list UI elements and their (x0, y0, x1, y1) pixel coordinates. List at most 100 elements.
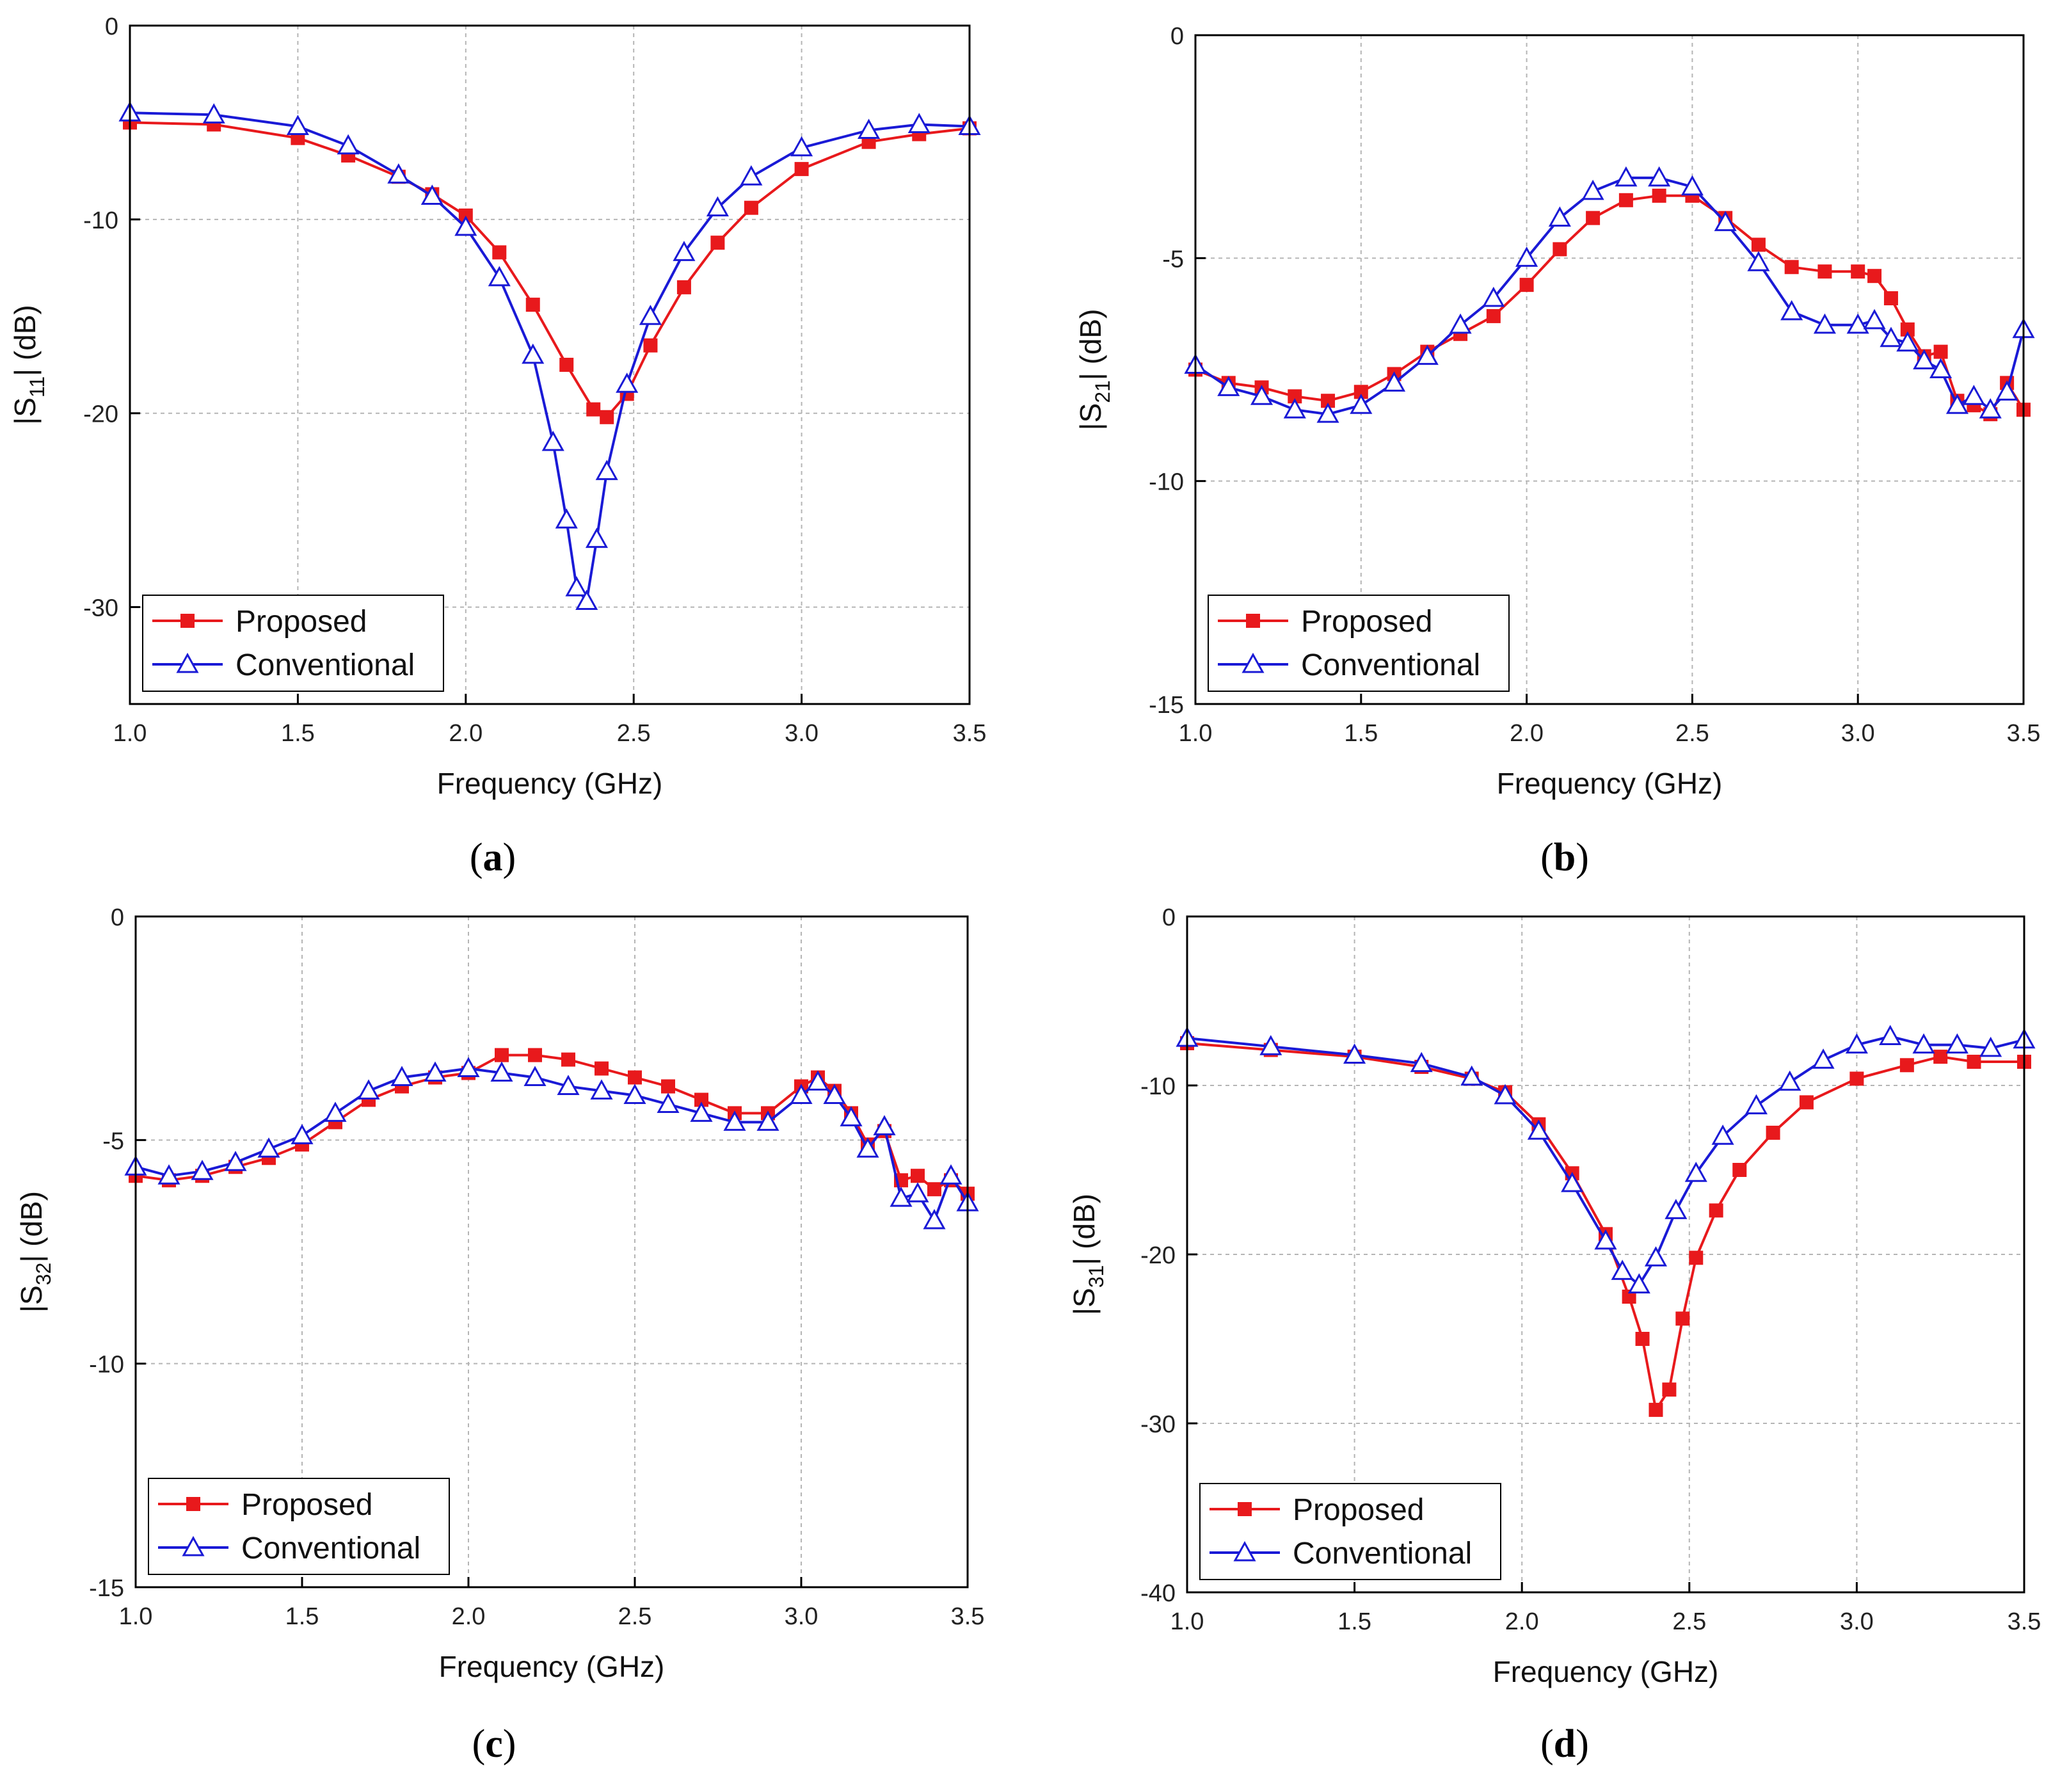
legend-label-proposed: Proposed (1301, 605, 1432, 639)
x-tick-label: 3.5 (951, 1603, 985, 1630)
data-point-conventional (706, 196, 729, 217)
legend-marker-conventional (176, 652, 199, 673)
legend-marker-conventional (1242, 652, 1265, 673)
x-axis-label: Frequency (GHz) (439, 1650, 665, 1683)
x-tick-label: 2.5 (1675, 720, 1709, 747)
x-tick-label: 2.5 (617, 720, 651, 747)
data-point-conventional (1780, 300, 1803, 321)
y-tick-label: -15 (1149, 692, 1184, 719)
series-line-conventional (135, 1067, 969, 1222)
y-axis-label-suffix: | (dB) (8, 305, 42, 376)
y-axis-label-suffix: | (dB) (15, 1191, 48, 1263)
y-tick-label: 0 (1170, 23, 1184, 50)
data-point-conventional (523, 1066, 547, 1087)
x-axis-label: Frequency (GHz) (437, 767, 663, 800)
legend-marker-proposed (186, 1497, 200, 1511)
legend-marker-proposed (180, 614, 195, 628)
data-point-conventional (616, 372, 639, 393)
data-point-conventional (1615, 166, 1638, 187)
data-point-conventional (756, 1110, 779, 1131)
data-point-conventional (1250, 385, 1274, 405)
data-point-conventional (1846, 313, 1869, 334)
data-point-conventional (1482, 286, 1505, 307)
legend-marker-proposed (1238, 1502, 1252, 1516)
caption-open: ( (1540, 836, 1554, 879)
data-point-conventional (1581, 179, 1604, 200)
panel-caption: (a) (470, 836, 516, 879)
y-axis-label: |S31| (dB) (1067, 1194, 1108, 1315)
y-axis-label-subscript: 32 (32, 1263, 55, 1286)
data-point-conventional (823, 1084, 846, 1104)
data-point-proposed (1649, 1402, 1663, 1417)
data-point-conventional (906, 1182, 929, 1203)
data-point-proposed (794, 162, 809, 177)
data-point-conventional (1561, 1172, 1584, 1192)
data-point-conventional (324, 1101, 347, 1122)
data-point-proposed (1662, 1382, 1677, 1397)
series-line-proposed (1195, 194, 2025, 416)
data-point-conventional (1217, 376, 1240, 396)
data-point-proposed (561, 1052, 575, 1067)
y-tick-label: 0 (105, 13, 118, 40)
legend-label-proposed: Proposed (241, 1488, 372, 1522)
data-point-proposed (1867, 269, 1882, 284)
data-point-proposed (1817, 264, 1832, 279)
data-point-conventional (907, 113, 930, 133)
data-point-conventional (1747, 251, 1770, 271)
data-point-proposed (559, 358, 574, 372)
data-point-conventional (257, 1137, 280, 1158)
legend-label-conventional: Conventional (1301, 648, 1480, 682)
x-tick-label: 1.5 (1344, 720, 1378, 747)
x-tick-label: 3.0 (785, 720, 818, 747)
data-point-conventional (1681, 175, 1704, 196)
data-point-proposed (661, 1079, 675, 1094)
data-point-proposed (744, 200, 758, 215)
data-point-proposed (595, 1061, 609, 1076)
y-axis-label-subscript: 31 (1085, 1265, 1108, 1288)
legend-marker-conventional (1233, 1540, 1256, 1562)
y-tick-label: -20 (1140, 1242, 1176, 1269)
data-point-proposed (600, 410, 614, 424)
data-point-conventional (1896, 331, 1919, 352)
chart-panel-c: 1.0 1.5 2.0 2.5 3.0 3.5 0 -5 -10 -15 Frequency (GH… (15, 904, 984, 1766)
data-point-conventional (1945, 1033, 1968, 1054)
data-point-proposed (927, 1182, 941, 1197)
caption-open: ( (470, 836, 483, 879)
data-point-conventional (1745, 1094, 1768, 1115)
y-axis-label: |S11| (dB) (8, 305, 49, 425)
data-point-proposed (586, 402, 601, 417)
series-line-proposed (1186, 1042, 2024, 1411)
x-axis-label: Frequency (GHz) (1493, 1655, 1719, 1688)
data-point-conventional (424, 1061, 447, 1082)
data-point-conventional (585, 527, 609, 548)
data-point-proposed (1732, 1163, 1747, 1177)
legend-box (142, 595, 444, 692)
y-tick-label: -15 (89, 1575, 124, 1602)
data-point-conventional (157, 1164, 180, 1185)
data-point-conventional (1912, 1033, 1935, 1054)
data-point-conventional (1684, 1162, 1707, 1182)
data-point-conventional (1665, 1199, 1688, 1219)
data-point-proposed (1689, 1251, 1704, 1265)
data-point-proposed (1933, 1050, 1948, 1064)
data-point-conventional (1979, 1036, 2002, 1057)
x-tick-label: 1.0 (1179, 720, 1213, 747)
data-point-conventional (1515, 246, 1538, 267)
data-point-conventional (286, 115, 309, 135)
legend: Proposed Conventional (1199, 1483, 1501, 1580)
x-tick-label: 2.0 (449, 720, 483, 747)
data-point-conventional (387, 163, 410, 184)
data-point-conventional (457, 1057, 480, 1078)
data-point-proposed (628, 1070, 642, 1085)
y-tick-label: -10 (1149, 469, 1184, 496)
panel-caption: (d) (1540, 1722, 1589, 1766)
x-axis-label: Frequency (GHz) (1497, 767, 1723, 800)
data-point-proposed (1586, 211, 1601, 225)
y-axis-label-prefix: |S (8, 397, 42, 425)
y-tick-label: -10 (83, 207, 118, 234)
series-line-proposed (129, 121, 970, 419)
caption-close: ) (1576, 836, 1589, 879)
caption-open: ( (1540, 1722, 1554, 1766)
data-point-conventional (939, 1164, 962, 1185)
